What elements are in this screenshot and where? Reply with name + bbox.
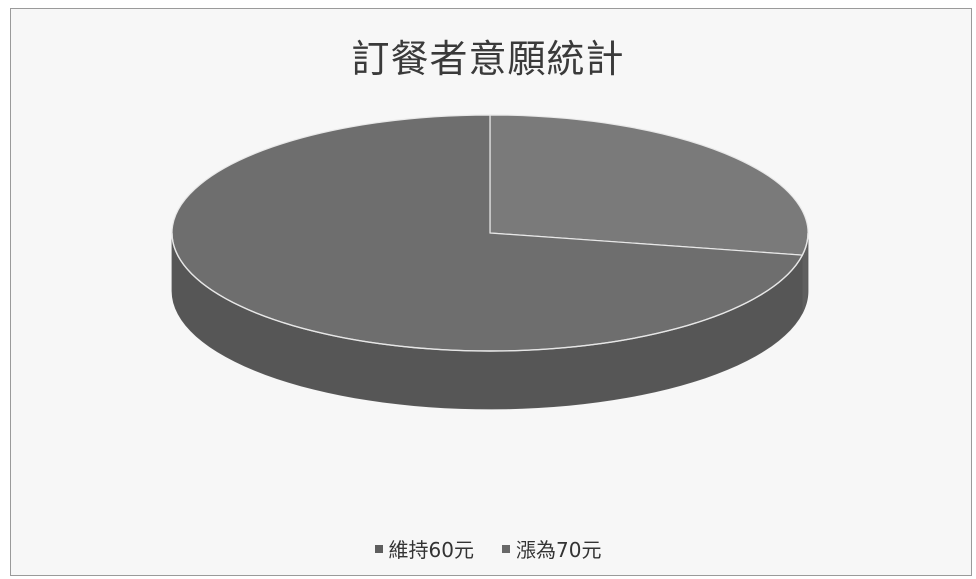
pie-rim-highlight	[171, 232, 809, 352]
pie-slice-0	[489, 114, 809, 256]
legend-item-raise-70: 漲為70元	[502, 534, 601, 563]
chart-title: 訂餐者意願統計	[351, 37, 625, 81]
legend-label-raise-70: 漲為70元	[516, 538, 602, 562]
legend-label-keep-60: 維持60元	[388, 538, 474, 562]
chart-legend: 維持60元 漲為70元	[0, 534, 976, 563]
legend-item-keep-60: 維持60元	[374, 534, 474, 563]
legend-swatch-raise-70	[502, 544, 510, 553]
legend-swatch-keep-60	[374, 544, 383, 553]
